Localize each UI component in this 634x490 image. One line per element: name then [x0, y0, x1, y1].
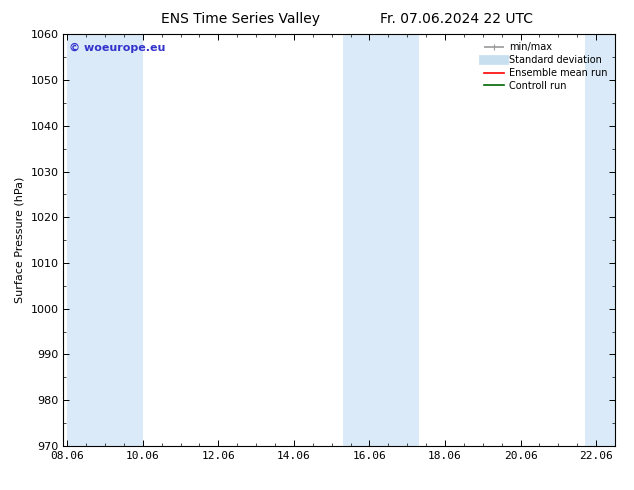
Bar — [67, 34, 143, 446]
Y-axis label: Surface Pressure (hPa): Surface Pressure (hPa) — [15, 177, 25, 303]
Bar — [585, 34, 615, 446]
Text: Fr. 07.06.2024 22 UTC: Fr. 07.06.2024 22 UTC — [380, 12, 533, 26]
Text: © woeurope.eu: © woeurope.eu — [69, 43, 165, 52]
Bar — [343, 34, 418, 446]
Text: ENS Time Series Valley: ENS Time Series Valley — [162, 12, 320, 26]
Legend: min/max, Standard deviation, Ensemble mean run, Controll run: min/max, Standard deviation, Ensemble me… — [481, 39, 610, 94]
